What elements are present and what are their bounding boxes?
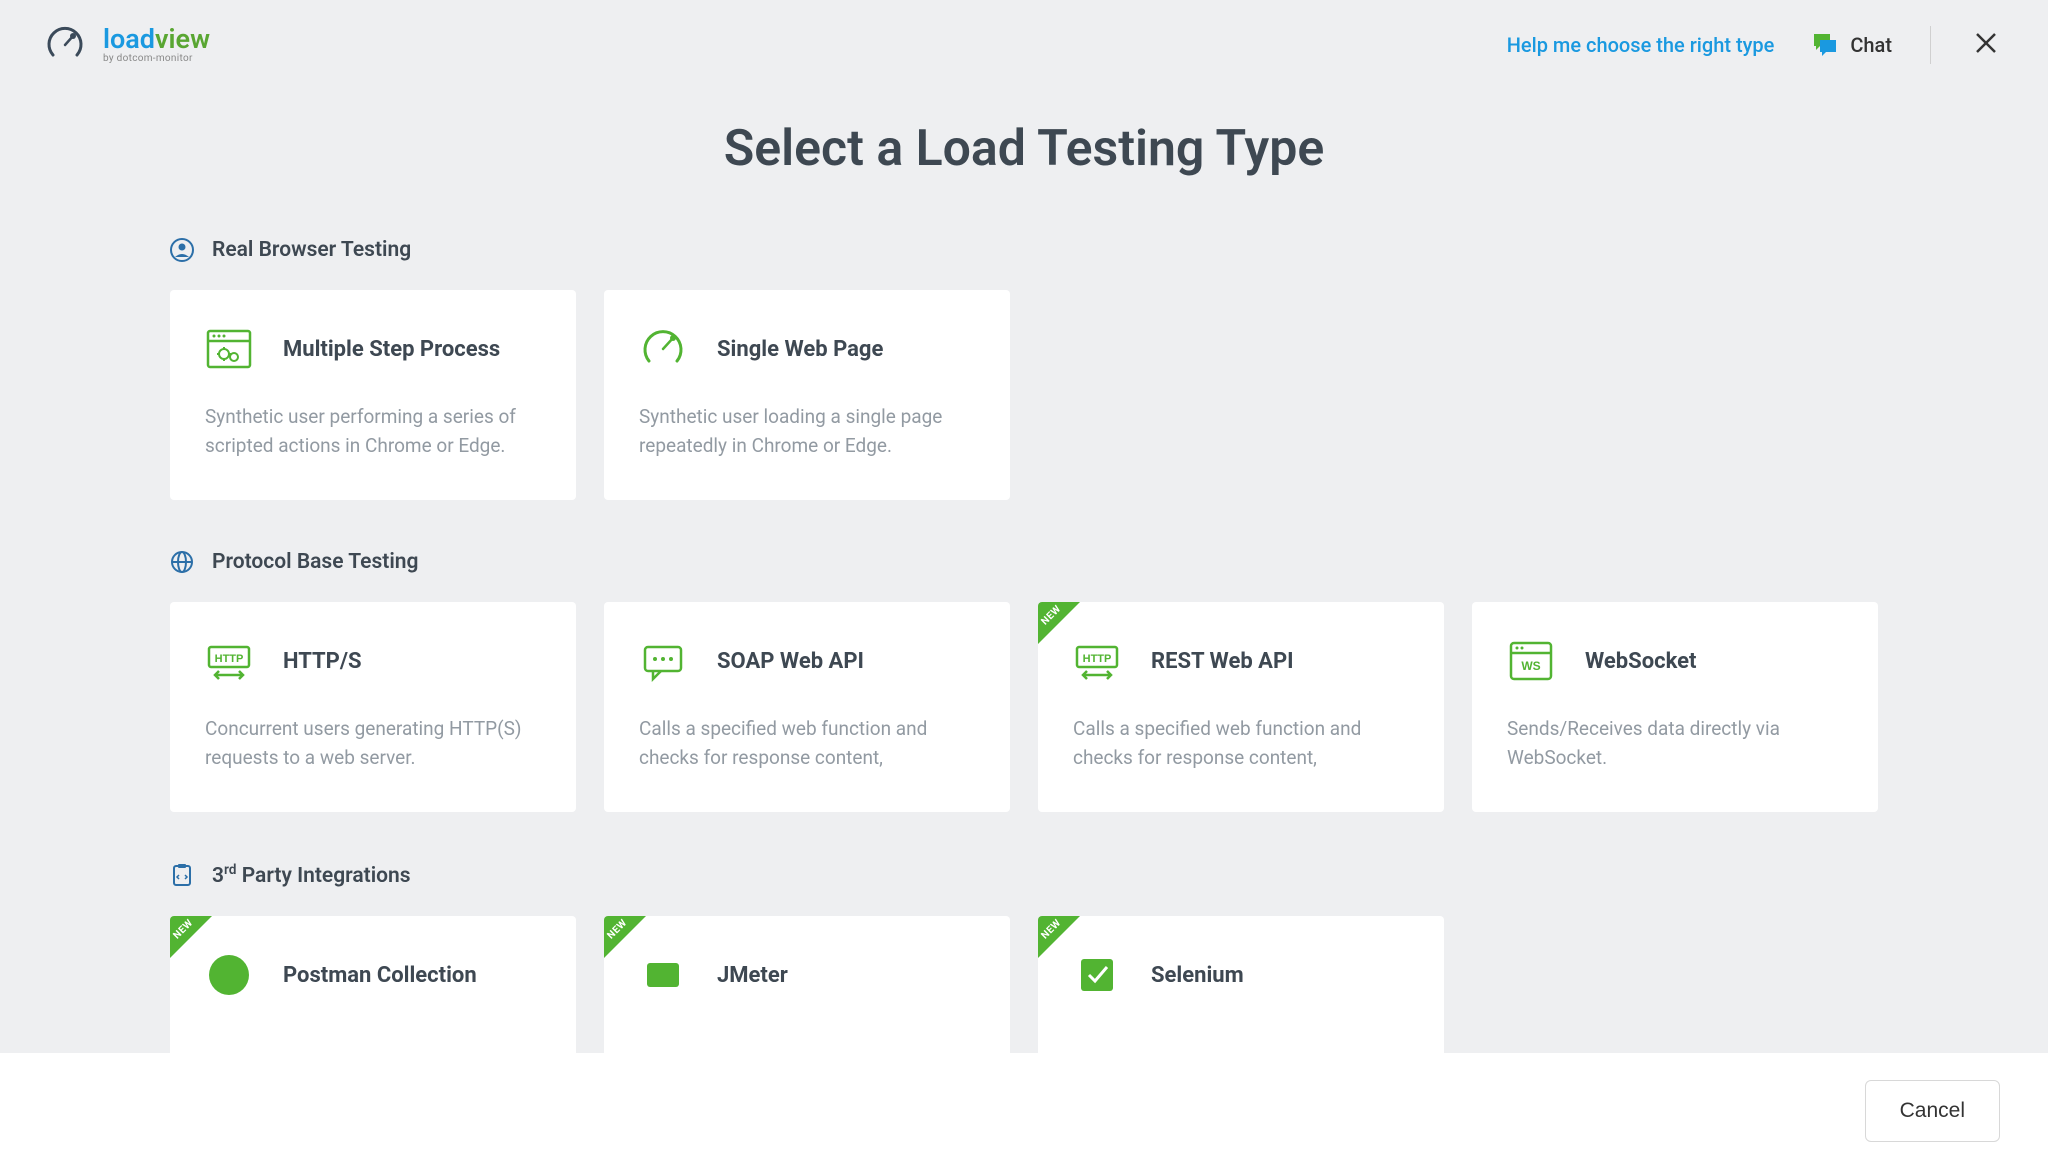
cards-grid: HTTP HTTP/S Concurrent users generating … [170, 602, 1878, 812]
selenium-icon [1073, 951, 1121, 999]
svg-text:HTTP: HTTP [215, 653, 244, 665]
footer: Cancel [0, 1053, 2048, 1168]
card-jmeter[interactable]: NEW JMeter [604, 916, 1010, 1053]
close-icon [1974, 31, 1998, 55]
card-header: Selenium [1073, 951, 1409, 999]
gauge-icon [639, 325, 687, 373]
card-title: HTTP/S [283, 649, 362, 674]
card-description: Sends/Receives data directly via WebSock… [1507, 715, 1843, 772]
brand-load: load [103, 23, 155, 55]
card-header: JMeter [639, 951, 975, 999]
gauge-logo-icon [45, 25, 85, 65]
chat-icon [1812, 32, 1838, 58]
section-header: Protocol Base Testing [170, 550, 1878, 574]
clipboard-icon [170, 863, 194, 887]
card-header: HTTP HTTP/S [205, 637, 541, 685]
header-right: Help me choose the right type Chat [1507, 26, 2003, 64]
browser-gears-icon [205, 325, 253, 373]
card-selenium[interactable]: NEW Selenium [1038, 916, 1444, 1053]
section-title: 3rd Party Integrations [212, 862, 411, 888]
card-https[interactable]: HTTP HTTP/S Concurrent users generating … [170, 602, 576, 812]
cards-grid: Multiple Step Process Synthetic user per… [170, 290, 1878, 500]
section-header: 3rd Party Integrations [170, 862, 1878, 888]
card-header: WS WebSocket [1507, 637, 1843, 685]
card-postman[interactable]: NEW Postman Collection [170, 916, 576, 1053]
card-header: Single Web Page [639, 325, 975, 373]
cancel-button[interactable]: Cancel [1865, 1080, 2000, 1142]
main-content: Select a Load Testing Type Real Browser … [0, 90, 2048, 1053]
header: loadview by dotcom-monitor Help me choos… [0, 0, 2048, 90]
chat-button[interactable]: Chat [1812, 32, 1892, 58]
close-button[interactable] [1969, 26, 2003, 64]
card-title: SOAP Web API [717, 649, 864, 674]
section-header: Real Browser Testing [170, 238, 1878, 262]
section-protocol: Protocol Base Testing HTTP HTTP/S Concur… [170, 550, 1878, 812]
cards-grid: NEW Postman Collection NEW JMeter [170, 916, 1878, 1053]
card-title: Selenium [1151, 963, 1244, 988]
card-description: Synthetic user loading a single page rep… [639, 403, 975, 460]
card-single-page[interactable]: Single Web Page Synthetic user loading a… [604, 290, 1010, 500]
globe-icon [170, 550, 194, 574]
card-websocket[interactable]: WS WebSocket Sends/Receives data directl… [1472, 602, 1878, 812]
card-rest[interactable]: NEW HTTP REST Web API Calls a specified … [1038, 602, 1444, 812]
websocket-icon: WS [1507, 637, 1555, 685]
brand-subtitle: by dotcom-monitor [103, 53, 210, 64]
http-icon: HTTP [205, 637, 253, 685]
card-title: REST Web API [1151, 649, 1294, 674]
browser-user-icon [170, 238, 194, 262]
svg-text:HTTP: HTTP [1083, 653, 1112, 665]
section-title: Protocol Base Testing [212, 550, 418, 574]
card-header: Postman Collection [205, 951, 541, 999]
card-title: JMeter [717, 963, 788, 988]
soap-icon [639, 637, 687, 685]
jmeter-icon [639, 951, 687, 999]
card-multiple-step[interactable]: Multiple Step Process Synthetic user per… [170, 290, 576, 500]
brand-view: view [155, 23, 210, 55]
card-header: SOAP Web API [639, 637, 975, 685]
chat-label: Chat [1850, 33, 1892, 57]
page-title: Select a Load Testing Type [170, 120, 1878, 178]
card-description: Concurrent users generating HTTP(S) requ… [205, 715, 541, 772]
postman-icon [205, 951, 253, 999]
brand-name: loadview [103, 26, 210, 53]
section-real-browser: Real Browser Testing Multiple Step Pro [170, 238, 1878, 500]
section-title: Real Browser Testing [212, 238, 411, 262]
section-integrations: 3rd Party Integrations NEW Postman Colle… [170, 862, 1878, 1053]
http-icon: HTTP [1073, 637, 1121, 685]
logo-text: loadview by dotcom-monitor [103, 26, 210, 64]
card-title: Postman Collection [283, 963, 477, 988]
divider [1930, 26, 1931, 64]
card-description: Calls a specified web function and check… [1073, 715, 1409, 772]
card-title: Single Web Page [717, 337, 883, 362]
logo-group: loadview by dotcom-monitor [45, 25, 210, 65]
card-title: Multiple Step Process [283, 337, 500, 362]
svg-text:WS: WS [1521, 659, 1540, 673]
card-header: HTTP REST Web API [1073, 637, 1409, 685]
card-description: Calls a specified web function and check… [639, 715, 975, 772]
card-header: Multiple Step Process [205, 325, 541, 373]
card-soap[interactable]: SOAP Web API Calls a specified web funct… [604, 602, 1010, 812]
card-title: WebSocket [1585, 649, 1696, 674]
card-description: Synthetic user performing a series of sc… [205, 403, 541, 460]
help-link[interactable]: Help me choose the right type [1507, 33, 1775, 57]
